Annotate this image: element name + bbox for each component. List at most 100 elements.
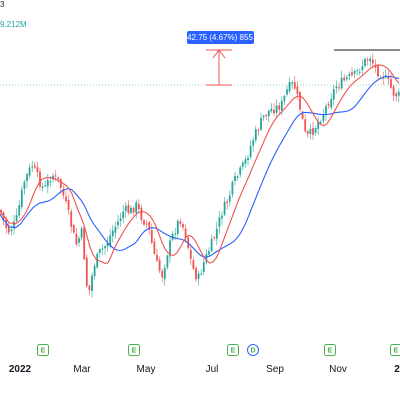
candle-body bbox=[39, 171, 41, 187]
candle-body bbox=[23, 181, 26, 189]
candle-body bbox=[319, 122, 322, 124]
candle-body bbox=[111, 230, 114, 237]
candle-body bbox=[54, 175, 57, 177]
candle-body bbox=[166, 255, 169, 268]
candle-body bbox=[306, 131, 309, 134]
x-tick-label: Sep bbox=[266, 364, 284, 375]
candle-body bbox=[239, 167, 242, 175]
candle-body bbox=[124, 206, 127, 212]
candle-body bbox=[314, 128, 317, 133]
candle-body bbox=[231, 181, 234, 195]
moving-average-slow bbox=[0, 75, 400, 258]
badge-label: E bbox=[328, 348, 333, 355]
candle-body bbox=[358, 71, 361, 73]
candle-body bbox=[184, 228, 187, 238]
x-tick-label: Nov bbox=[329, 364, 347, 375]
candle-body bbox=[49, 181, 52, 183]
candle-body bbox=[130, 207, 132, 214]
candle-body bbox=[114, 226, 117, 233]
earnings-badge: E bbox=[390, 344, 400, 356]
candle-body bbox=[221, 215, 223, 219]
badge-label: E bbox=[41, 348, 46, 355]
candle-body bbox=[158, 259, 161, 271]
earnings-badge: E bbox=[227, 344, 239, 356]
candle-body bbox=[145, 223, 148, 225]
candle-body bbox=[322, 114, 325, 122]
candle-body bbox=[127, 204, 130, 213]
candle-body bbox=[278, 105, 281, 110]
badge-shape bbox=[227, 344, 239, 356]
badge-label: D bbox=[250, 348, 255, 355]
candle-body bbox=[210, 238, 213, 252]
earnings-badge: E bbox=[128, 344, 140, 356]
candle-body bbox=[228, 195, 231, 202]
candle-body bbox=[26, 174, 28, 181]
candle-body bbox=[293, 82, 296, 89]
candle-body bbox=[265, 115, 268, 117]
candle-body bbox=[46, 180, 49, 187]
candle-body bbox=[260, 118, 262, 130]
candle-body bbox=[338, 87, 340, 89]
candle-body bbox=[286, 89, 288, 95]
price-range-measurement[interactable]: 42.75 (4.67%) 855 bbox=[0, 31, 400, 86]
candle-body bbox=[59, 179, 62, 188]
candle-body bbox=[327, 104, 330, 106]
earnings-badge: E bbox=[324, 344, 336, 356]
candle-body bbox=[195, 268, 197, 280]
moving-average-fast bbox=[0, 64, 400, 264]
candle-body bbox=[104, 246, 106, 249]
candle-body bbox=[122, 211, 125, 219]
candle-body bbox=[332, 88, 335, 100]
badge-shape bbox=[324, 344, 336, 356]
earnings-badge: E bbox=[37, 344, 49, 356]
candle-body bbox=[244, 159, 247, 164]
candle-body bbox=[340, 77, 343, 89]
candle-body bbox=[387, 76, 390, 79]
candle-body bbox=[215, 228, 218, 239]
candle-body bbox=[135, 202, 138, 214]
candle-body bbox=[106, 243, 109, 247]
candle-body bbox=[200, 273, 203, 275]
candle-body bbox=[18, 205, 21, 216]
candle-body bbox=[236, 176, 239, 178]
candle-body bbox=[249, 145, 252, 157]
candle-body bbox=[252, 140, 255, 146]
candle-body bbox=[75, 233, 78, 245]
candle-body bbox=[397, 91, 400, 96]
candle-body bbox=[241, 162, 244, 167]
candle-body bbox=[182, 224, 184, 228]
badge-shape bbox=[247, 344, 259, 356]
candle-body bbox=[312, 128, 314, 135]
badge-shape bbox=[390, 344, 400, 356]
candle-body bbox=[179, 221, 182, 224]
candle-body bbox=[109, 235, 112, 245]
candle-body bbox=[62, 189, 65, 196]
x-axis: 2022 Mar May Jul Sep Nov 2 bbox=[9, 364, 400, 375]
candle-body bbox=[189, 249, 192, 259]
candle-body bbox=[28, 167, 31, 176]
candle-body bbox=[392, 86, 395, 96]
candle-body bbox=[132, 207, 135, 213]
candle-body bbox=[345, 77, 348, 80]
candle-body bbox=[174, 233, 177, 235]
candle-body bbox=[343, 77, 346, 81]
candle-body bbox=[13, 221, 15, 228]
candle-body bbox=[361, 66, 364, 71]
measure-label: 42.75 (4.67%) 855 bbox=[187, 33, 253, 42]
candle-body bbox=[234, 175, 236, 181]
candle-body bbox=[36, 167, 39, 173]
candle-body bbox=[356, 70, 359, 71]
candle-body bbox=[85, 257, 88, 287]
dividend-badge: D bbox=[247, 344, 259, 356]
candle-body bbox=[143, 220, 145, 225]
candle-body bbox=[156, 254, 158, 261]
candle-body bbox=[267, 110, 270, 117]
badge-label: E bbox=[394, 348, 399, 355]
candle-body bbox=[395, 93, 398, 97]
x-tick-label: Mar bbox=[73, 364, 91, 375]
x-tick-label: Jul bbox=[206, 364, 219, 375]
candle-body bbox=[330, 98, 333, 108]
candle-body bbox=[377, 65, 379, 77]
